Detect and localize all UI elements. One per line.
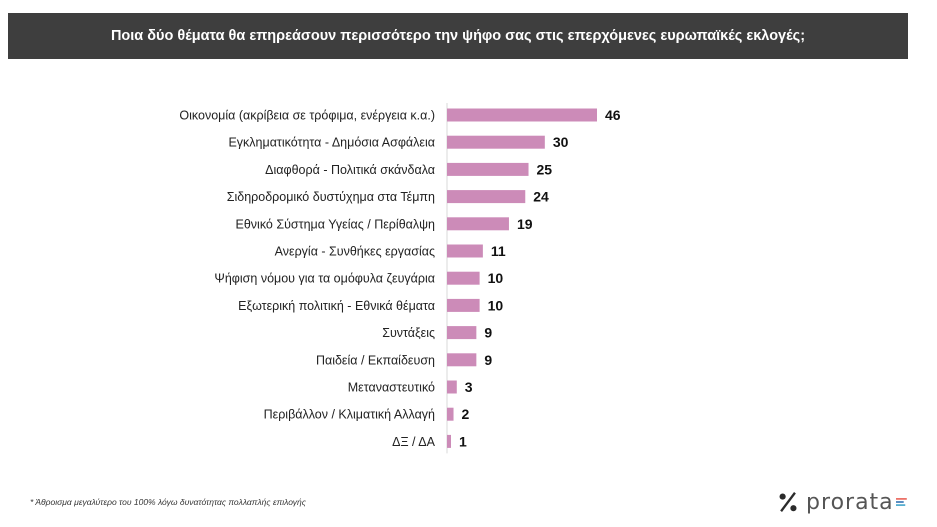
category-label: Παιδεία / Εκπαίδευση bbox=[316, 353, 435, 367]
category-label: Ψήφιση νόμου για τα ομόφυλα ζευγάρια bbox=[214, 272, 435, 286]
data-label: 19 bbox=[517, 216, 533, 232]
data-label: 9 bbox=[484, 325, 492, 341]
bar bbox=[447, 298, 480, 312]
data-label: 25 bbox=[537, 161, 553, 177]
bar bbox=[447, 326, 477, 340]
bar bbox=[447, 434, 451, 448]
category-label: Εξωτερική πολιτική - Εθνικά θέματα bbox=[238, 299, 435, 313]
logo-text: prorata bbox=[806, 489, 894, 515]
data-label: 10 bbox=[488, 270, 504, 286]
chart-title: Ποια δύο θέματα θα επηρεάσουν περισσότερ… bbox=[110, 28, 806, 44]
prorata-logo: prorata bbox=[778, 485, 908, 519]
bar bbox=[447, 108, 597, 122]
bar bbox=[447, 135, 545, 149]
bar bbox=[447, 380, 457, 394]
logo-bars-icon bbox=[895, 498, 907, 506]
category-label: Σιδηροδρομικό δυστύχημα στα Τέμπη bbox=[227, 190, 435, 204]
data-label: 24 bbox=[533, 189, 549, 205]
bar bbox=[447, 162, 529, 176]
data-label: 1 bbox=[459, 433, 467, 449]
percent-logo-icon bbox=[779, 492, 797, 512]
bar bbox=[447, 353, 477, 367]
data-label: 9 bbox=[484, 352, 492, 368]
chart-title-bar: Ποια δύο θέματα θα επηρεάσουν περισσότερ… bbox=[8, 13, 908, 59]
category-label: Οικονομία (ακρίβεια σε τρόφιμα, ενέργεια… bbox=[179, 109, 435, 123]
category-label: Εγκληματικότητα - Δημόσια Ασφάλεια bbox=[228, 136, 435, 150]
bar bbox=[447, 190, 526, 204]
bar bbox=[447, 271, 480, 285]
category-label: Ανεργία - Συνθήκες εργασίας bbox=[275, 245, 435, 259]
category-label: Συντάξεις bbox=[382, 326, 435, 340]
footnote: * Άθροισμα μεγαλύτερο του 100% λόγω δυνα… bbox=[30, 497, 306, 507]
data-label: 2 bbox=[462, 406, 470, 422]
data-label: 10 bbox=[488, 297, 504, 313]
category-label: ΔΞ / ΔΑ bbox=[392, 435, 436, 449]
category-label: Διαφθορά - Πολιτικά σκάνδαλα bbox=[265, 163, 435, 177]
data-label: 11 bbox=[491, 243, 506, 259]
bar bbox=[447, 407, 454, 421]
data-label: 30 bbox=[553, 134, 569, 150]
data-label: 46 bbox=[605, 107, 621, 123]
bar bbox=[447, 217, 509, 231]
data-label: 3 bbox=[465, 379, 473, 395]
bar bbox=[447, 244, 483, 258]
category-label: Εθνικό Σύστημα Υγείας / Περίθαλψη bbox=[236, 217, 436, 231]
category-label: Μεταναστευτικό bbox=[348, 381, 435, 395]
category-label: Περιβάλλον / Κλιματική Αλλαγή bbox=[264, 408, 435, 422]
